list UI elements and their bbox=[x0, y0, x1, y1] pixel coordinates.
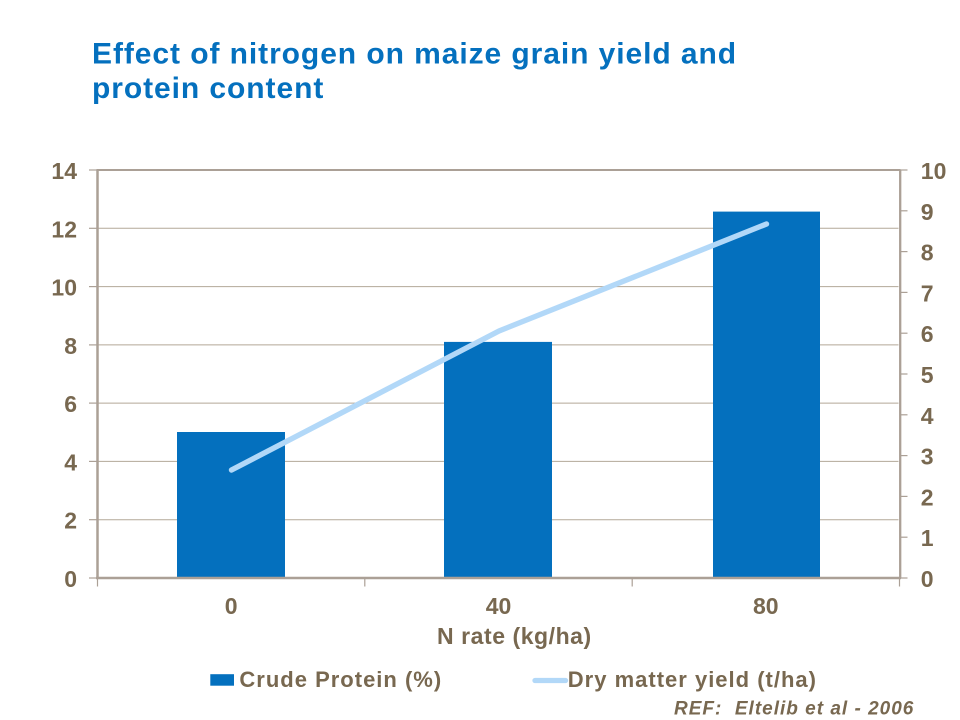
svg-text:10: 10 bbox=[51, 275, 77, 301]
svg-text:Effect of nitrogen on maize gr: Effect of nitrogen on maize grain yield … bbox=[92, 37, 737, 70]
svg-text:N rate (kg/ha): N rate (kg/ha) bbox=[437, 623, 592, 649]
svg-text:12: 12 bbox=[51, 216, 77, 242]
svg-text:0: 0 bbox=[225, 593, 238, 619]
svg-text:1: 1 bbox=[921, 525, 934, 551]
svg-text:7: 7 bbox=[921, 280, 934, 306]
svg-text:3: 3 bbox=[921, 444, 934, 470]
svg-text:8: 8 bbox=[921, 240, 934, 266]
svg-text:2: 2 bbox=[921, 484, 934, 510]
svg-text:0: 0 bbox=[921, 566, 934, 592]
svg-text:Crude Protein (%): Crude Protein (%) bbox=[239, 667, 442, 692]
svg-text:0: 0 bbox=[64, 566, 77, 592]
svg-text:protein content: protein content bbox=[92, 72, 324, 105]
svg-text:2: 2 bbox=[64, 508, 77, 534]
svg-text:4: 4 bbox=[921, 403, 934, 429]
svg-text:40: 40 bbox=[486, 593, 512, 619]
svg-text:14: 14 bbox=[51, 158, 77, 184]
svg-text:REF: Eltelib et al - 2006: REF: Eltelib et al - 2006 bbox=[674, 699, 914, 720]
svg-text:9: 9 bbox=[921, 199, 934, 225]
svg-text:4: 4 bbox=[64, 449, 77, 475]
svg-text:80: 80 bbox=[753, 593, 779, 619]
svg-text:6: 6 bbox=[64, 391, 77, 417]
svg-text:5: 5 bbox=[921, 362, 934, 388]
svg-text:10: 10 bbox=[921, 158, 947, 184]
svg-text:8: 8 bbox=[64, 333, 77, 359]
svg-text:6: 6 bbox=[921, 321, 934, 347]
svg-text:Dry matter yield (t/ha): Dry matter yield (t/ha) bbox=[568, 667, 817, 692]
